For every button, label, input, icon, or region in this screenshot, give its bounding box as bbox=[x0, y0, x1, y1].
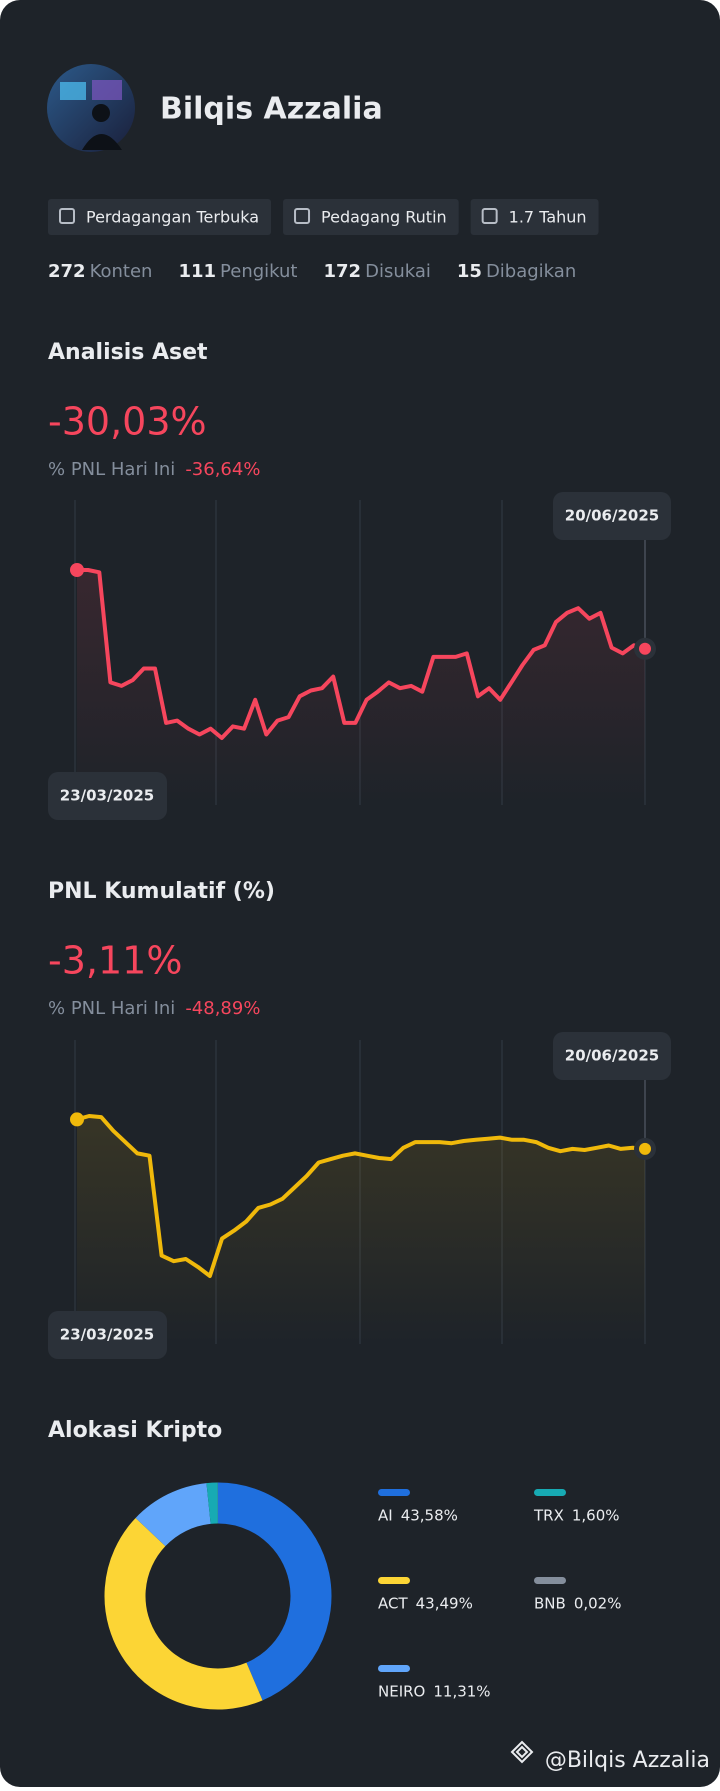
legend-name: BNB bbox=[534, 1595, 566, 1613]
tag[interactable]: Pedagang Rutin bbox=[283, 199, 459, 235]
end-date: 20/06/2025 bbox=[565, 507, 659, 525]
end-point bbox=[639, 1143, 651, 1155]
legend-swatch bbox=[378, 1665, 410, 1672]
stat-value: 172 bbox=[324, 261, 362, 282]
start-point bbox=[70, 563, 84, 577]
legend-value: 1,60% bbox=[572, 1507, 620, 1525]
legend-swatch bbox=[534, 1577, 566, 1584]
stat-label: Konten bbox=[90, 261, 153, 282]
section-title: Alokasi Kripto bbox=[48, 1418, 222, 1443]
stat-label: Pengikut bbox=[220, 261, 297, 282]
tag-label: Pedagang Rutin bbox=[321, 208, 447, 227]
legend-swatch bbox=[378, 1577, 410, 1584]
start-date: 23/03/2025 bbox=[60, 1326, 154, 1344]
avatar[interactable] bbox=[47, 64, 135, 152]
start-date: 23/03/2025 bbox=[60, 787, 154, 805]
pnl-label: % PNL Hari Ini bbox=[48, 459, 175, 480]
start-point bbox=[70, 1112, 84, 1126]
section-title: PNL Kumulatif (%) bbox=[48, 879, 275, 904]
pnl-value: -36,64% bbox=[185, 459, 260, 480]
end-point bbox=[639, 643, 651, 655]
profile-name: Bilqis Azzalia bbox=[160, 92, 383, 127]
legend-value: 11,31% bbox=[433, 1683, 490, 1701]
stat-value: 111 bbox=[178, 261, 216, 282]
legend-name: NEIRO bbox=[378, 1683, 425, 1701]
pnl-label: % PNL Hari Ini bbox=[48, 998, 175, 1019]
headline-value: -30,03% bbox=[48, 400, 207, 444]
legend-name: ACT bbox=[378, 1595, 408, 1613]
legend-value: 43,58% bbox=[401, 1507, 458, 1525]
pnl-value: -48,89% bbox=[185, 998, 260, 1019]
legend-name: TRX bbox=[533, 1507, 564, 1525]
legend-swatch bbox=[378, 1489, 410, 1496]
headline-value: -3,11% bbox=[48, 939, 182, 983]
legend-name: AI bbox=[378, 1507, 393, 1525]
legend-value: 43,49% bbox=[416, 1595, 473, 1613]
stat-label: Dibagikan bbox=[486, 261, 576, 282]
stat-value: 272 bbox=[48, 261, 86, 282]
stat-label: Disukai bbox=[365, 261, 431, 282]
legend-value: 0,02% bbox=[574, 1595, 622, 1613]
footer-handle: @Bilqis Azzalia bbox=[545, 1748, 710, 1773]
end-date: 20/06/2025 bbox=[565, 1047, 659, 1065]
tag-label: Perdagangan Terbuka bbox=[86, 208, 259, 227]
tag-label: 1.7 Tahun bbox=[509, 208, 587, 227]
legend-swatch bbox=[534, 1489, 566, 1496]
stat-value: 15 bbox=[457, 261, 482, 282]
section-title: Analisis Aset bbox=[48, 340, 208, 365]
tag[interactable]: Perdagangan Terbuka bbox=[48, 199, 271, 235]
tag[interactable]: 1.7 Tahun bbox=[471, 199, 599, 235]
